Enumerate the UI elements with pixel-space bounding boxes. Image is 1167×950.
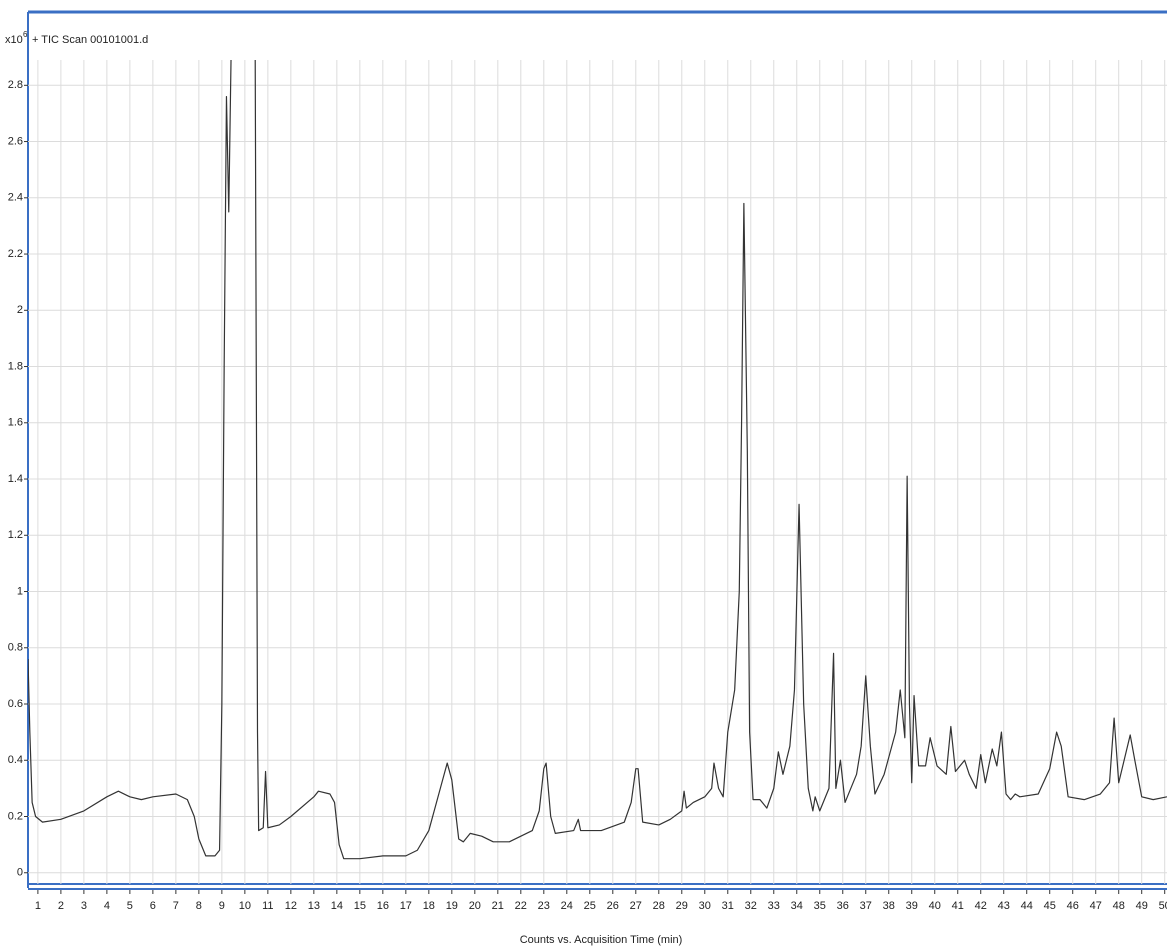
- x-tick-label: 6: [150, 900, 156, 912]
- x-tick-label: 11: [262, 900, 273, 912]
- x-tick-label: 40: [929, 900, 941, 912]
- x-tick-label: 46: [1067, 900, 1079, 912]
- x-tick-label: 43: [998, 900, 1010, 912]
- x-tick-label: 34: [791, 900, 803, 912]
- y-tick-label: 0.2: [8, 810, 23, 822]
- x-tick-label: 35: [814, 900, 826, 912]
- x-tick-label: 19: [446, 900, 458, 912]
- y-tick-label: 0.8: [8, 642, 23, 654]
- x-tick-label: 9: [219, 900, 225, 912]
- x-tick-label: 14: [331, 900, 343, 912]
- x-tick-label: 38: [883, 900, 895, 912]
- y-tick-label: 1.8: [8, 360, 23, 372]
- y-tick-label: 2.2: [8, 248, 23, 260]
- x-tick-label: 7: [173, 900, 179, 912]
- x-tick-label: 3: [81, 900, 87, 912]
- x-tick-label: 28: [653, 900, 665, 912]
- y-tick-label: 1.6: [8, 417, 23, 429]
- x-tick-label: 8: [196, 900, 202, 912]
- y-tick-label: 1.4: [8, 473, 23, 485]
- grid: [24, 60, 1167, 894]
- x-tick-label: 5: [127, 900, 133, 912]
- x-tick-label: 32: [745, 900, 757, 912]
- x-axis-label: Counts vs. Acquisition Time (min): [520, 934, 683, 946]
- y-tick-label: 1: [17, 585, 23, 597]
- x-tick-label: 30: [699, 900, 711, 912]
- x-tick-label: 25: [584, 900, 596, 912]
- x-tick-label: 24: [561, 900, 573, 912]
- x-tick-label: 37: [860, 900, 872, 912]
- y-tick-label: 2.4: [8, 192, 23, 204]
- y-scale-exponent: 6: [23, 30, 28, 39]
- x-tick-label: 49: [1136, 900, 1148, 912]
- x-tick-label: 29: [676, 900, 688, 912]
- x-tick-label: 45: [1044, 900, 1056, 912]
- y-tick-label: 1.2: [8, 529, 23, 541]
- y-tick-label: 0.4: [8, 754, 23, 766]
- x-tick-label: 44: [1021, 900, 1033, 912]
- y-tick-label: 2.8: [8, 79, 23, 91]
- x-tick-label: 12: [285, 900, 297, 912]
- x-tick-label: 39: [906, 900, 918, 912]
- x-tick-label: 31: [722, 900, 734, 912]
- chart-title: + TIC Scan 00101001.d: [32, 34, 148, 46]
- x-tick-label: 41: [952, 900, 964, 912]
- x-tick-label: 48: [1113, 900, 1125, 912]
- x-tick-label: 17: [400, 900, 412, 912]
- x-tick-label: 50: [1159, 900, 1167, 912]
- plot-area: [28, 60, 1167, 860]
- chromatogram-trace: [28, 60, 1167, 860]
- x-tick-label: 13: [308, 900, 320, 912]
- x-tick-label: 2: [58, 900, 64, 912]
- x-tick-label: 36: [837, 900, 849, 912]
- x-tick-label: 1: [35, 900, 41, 912]
- y-tick-label: 2: [17, 304, 23, 316]
- x-tick-label: 16: [377, 900, 389, 912]
- x-tick-label: 23: [538, 900, 550, 912]
- x-tick-label: 22: [515, 900, 527, 912]
- y-tick-label: 0: [17, 867, 23, 879]
- y-tick-label: 0.6: [8, 698, 23, 710]
- x-tick-label: 47: [1090, 900, 1102, 912]
- x-tick-label: 20: [469, 900, 481, 912]
- x-tick-label: 27: [630, 900, 642, 912]
- x-tick-label: 18: [423, 900, 435, 912]
- x-tick-label: 15: [354, 900, 366, 912]
- x-tick-label: 26: [607, 900, 619, 912]
- x-tick-label: 33: [768, 900, 780, 912]
- y-tick-label: 2.6: [8, 135, 23, 147]
- x-tick-label: 21: [492, 900, 504, 912]
- x-tick-label: 10: [239, 900, 251, 912]
- x-tick-label: 42: [975, 900, 987, 912]
- y-scale-base: x10: [5, 34, 23, 46]
- x-tick-label: 4: [104, 900, 110, 912]
